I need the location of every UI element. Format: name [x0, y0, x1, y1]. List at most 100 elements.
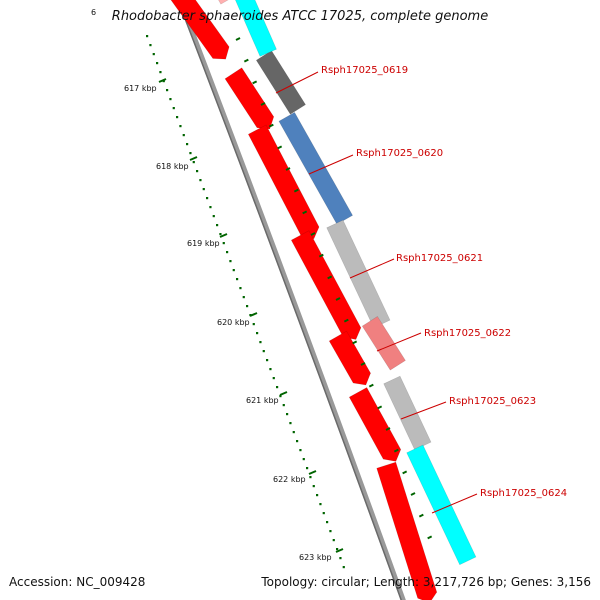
- scale-dot: [252, 323, 255, 326]
- gene-label[interactable]: Rsph17025_0622: [424, 328, 512, 339]
- scale-dot: [199, 179, 202, 182]
- cds-arrow-red: [170, 0, 230, 60]
- scale-major-tick: [308, 470, 317, 475]
- scale-dot: [316, 494, 319, 497]
- outer-tick: [377, 405, 383, 410]
- outer-tick: [235, 37, 241, 41]
- scale-dot: [202, 188, 205, 191]
- scale-dot: [179, 125, 182, 128]
- outer-tick: [385, 427, 391, 431]
- scale-dot: [312, 485, 315, 488]
- genome-title: Rhodobacter sphaeroides ATCC 17025, comp…: [111, 9, 489, 24]
- outer-tick: [327, 275, 333, 280]
- scale-dot: [239, 287, 242, 290]
- gene-leader-line: [308, 154, 354, 175]
- gene-label[interactable]: Rsph17025_0623: [449, 396, 537, 407]
- genome-summary-text: Topology: circular; Length: 3,217,726 bp…: [261, 575, 591, 589]
- gene-bar-0623: [383, 375, 432, 451]
- scale-dot: [196, 170, 199, 173]
- outer-tick: [243, 58, 249, 63]
- scale-dot: [319, 503, 322, 506]
- gene-bar-0622: [361, 316, 406, 371]
- scale-dot: [192, 161, 195, 164]
- outer-tick: [293, 188, 299, 193]
- cds-arrow-red: [376, 461, 438, 600]
- outer-tick: [310, 232, 316, 236]
- cds-arrow-red: [290, 230, 362, 340]
- scale-dot: [156, 62, 159, 65]
- scale-dot: [186, 143, 189, 146]
- outer-tick: [260, 102, 266, 106]
- gene-bar-cyan-top: [235, 0, 277, 57]
- scale-dot: [206, 197, 209, 200]
- outer-tick: [427, 535, 433, 540]
- outer-tick: [302, 210, 308, 215]
- gene-leader-line: [431, 493, 478, 514]
- kbp-tick-label: 619 kbp: [187, 239, 220, 248]
- scale-dot: [229, 260, 232, 263]
- scale-dot: [166, 89, 169, 92]
- scale-dot: [266, 359, 269, 362]
- kbp-tick-label: 623 kbp: [299, 553, 332, 562]
- kbp-tick-label: 622 kbp: [273, 475, 306, 484]
- gene-label[interactable]: Rsph17025_0621: [396, 253, 484, 264]
- gene-leader-line: [400, 401, 447, 420]
- scale-major-tick: [335, 548, 344, 553]
- scale-dot: [342, 566, 345, 569]
- scale-dot: [159, 71, 162, 74]
- scale-dot: [189, 152, 192, 155]
- scale-dot: [299, 449, 302, 452]
- scale-dot: [306, 467, 309, 470]
- scale-dot: [219, 233, 222, 236]
- gene-label[interactable]: Rsph17025_0624: [480, 488, 568, 499]
- outer-tick: [252, 80, 258, 85]
- scale-dot: [152, 53, 155, 56]
- cds-arrow-red: [247, 124, 320, 240]
- backbone-line: [177, 0, 406, 600]
- scale-dot: [172, 107, 175, 110]
- scale-dot: [236, 278, 239, 281]
- scale-dot: [226, 251, 229, 254]
- scale-dot: [326, 521, 329, 524]
- scale-dot: [212, 215, 215, 218]
- scale-dot: [209, 206, 212, 209]
- scale-dot: [279, 395, 282, 398]
- gene-label[interactable]: Rsph17025_0620: [356, 148, 444, 159]
- scale-dot: [246, 305, 249, 308]
- gene-label[interactable]: Rsph17025_0619: [321, 65, 409, 76]
- gene-leader-line: [376, 332, 422, 352]
- scale-dot: [256, 332, 259, 335]
- scale-dot: [146, 35, 149, 38]
- kbp-tick-label: 620 kbp: [217, 318, 250, 327]
- scale-dot: [332, 539, 335, 542]
- outer-tick: [343, 318, 349, 323]
- scale-dot: [222, 242, 225, 245]
- scale-dot: [296, 440, 299, 443]
- scale-dot: [302, 458, 305, 461]
- outer-tick: [393, 448, 399, 453]
- scale-major-tick: [158, 78, 167, 83]
- gene-bar-0619: [255, 50, 306, 115]
- outer-tick: [335, 297, 341, 301]
- scale-dot: [269, 368, 272, 371]
- scale-dot: [276, 386, 279, 389]
- scale-major-tick: [279, 391, 288, 396]
- outer-tick: [368, 383, 374, 388]
- kbp-tick-label: 617 kbp: [124, 84, 157, 93]
- outer-tick: [418, 513, 424, 518]
- accession-text: Accession: NC_009428: [9, 575, 146, 589]
- scale-dot: [259, 341, 262, 344]
- outer-tick: [268, 123, 274, 128]
- scale-dot: [336, 548, 339, 551]
- scale-dot: [176, 116, 179, 119]
- outer-tick: [410, 492, 416, 496]
- scale-dot: [289, 422, 292, 425]
- kbp-tick-label: 618 kbp: [156, 162, 189, 171]
- scale-dot: [309, 476, 312, 479]
- cds-arrow-red: [328, 330, 371, 386]
- scale-dot: [162, 80, 165, 83]
- outer-tick: [352, 340, 358, 345]
- outer-tick: [277, 145, 283, 150]
